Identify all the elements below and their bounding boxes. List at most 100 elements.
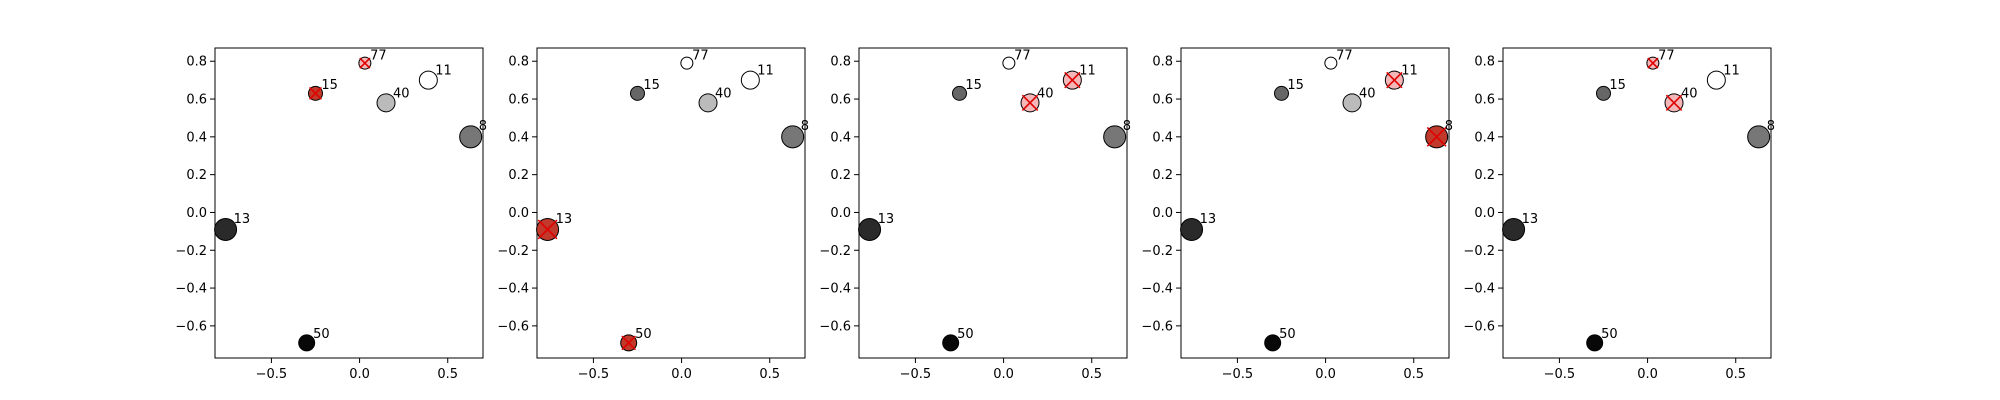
x-tick-label: −0.5 <box>900 367 932 382</box>
x-tick-label: 0.0 <box>1315 367 1336 382</box>
point-label-8: 8 <box>479 119 487 134</box>
point-label-77: 77 <box>370 49 387 64</box>
y-tick-label: 0.6 <box>1152 93 1173 108</box>
y-tick-label: 0.4 <box>830 130 851 145</box>
data-point-8 <box>781 125 805 149</box>
axes-frame <box>1502 47 1772 359</box>
y-tick-label: 0.8 <box>1474 55 1495 70</box>
y-tick-label: 0.4 <box>508 130 529 145</box>
scatter-panel-5: −0.5 0.0 0.5 −0.6 −0.4 −0.2 0.0 0.2 0.4 0.6 0.8 77 1… <box>1463 47 1775 382</box>
point-label-50: 50 <box>635 327 652 342</box>
x-tick-label: −0.5 <box>256 367 288 382</box>
data-point-50 <box>1586 334 1604 352</box>
point-label-50: 50 <box>313 327 330 342</box>
y-tick-label: 0.2 <box>1474 168 1495 183</box>
selection-cross-marker <box>1386 71 1403 89</box>
selection-cross-marker <box>359 57 371 69</box>
x-tick-label: −0.5 <box>1544 367 1576 382</box>
y-tick-label: −0.2 <box>175 244 207 259</box>
point-label-77: 77 <box>1336 49 1353 64</box>
data-point-77 <box>1002 56 1016 70</box>
y-tick-label: 0.8 <box>1152 55 1173 70</box>
data-point-8 <box>459 125 483 149</box>
x-tick-label: 0.5 <box>437 367 458 382</box>
data-point-40 <box>1342 93 1362 113</box>
y-tick-label: 0.8 <box>186 55 207 70</box>
selection-cross-marker <box>1665 94 1683 112</box>
y-tick-label: −0.6 <box>1463 319 1495 334</box>
y-tick-label: 0.6 <box>186 93 207 108</box>
selection-cross-marker <box>1021 94 1039 112</box>
point-label-13: 13 <box>556 212 573 227</box>
selection-cross-marker <box>1647 57 1659 69</box>
scatter-panel-4: −0.5 0.0 0.5 −0.6 −0.4 −0.2 0.0 0.2 0.4 0.6 0.8 77 1… <box>1141 47 1453 382</box>
y-tick-label: −0.6 <box>497 319 529 334</box>
point-label-77: 77 <box>692 49 709 64</box>
y-tick-label: −0.4 <box>1141 282 1173 297</box>
data-point-77 <box>1324 56 1338 70</box>
point-label-11: 11 <box>1401 64 1418 79</box>
y-tick-label: −0.2 <box>497 244 529 259</box>
data-point-8 <box>1747 125 1771 149</box>
point-label-13: 13 <box>878 212 895 227</box>
x-tick-label: 0.0 <box>671 367 692 382</box>
x-tick-label: −0.5 <box>1222 367 1254 382</box>
point-label-40: 40 <box>1037 86 1054 101</box>
y-tick-label: −0.4 <box>175 282 207 297</box>
data-point-15 <box>952 85 967 101</box>
y-tick-label: −0.2 <box>1463 244 1495 259</box>
point-label-50: 50 <box>957 327 974 342</box>
point-label-11: 11 <box>1079 64 1096 79</box>
data-point-13 <box>858 217 882 241</box>
x-tick-label: 0.0 <box>1637 367 1658 382</box>
x-tick-label: 0.5 <box>1081 367 1102 382</box>
data-point-77 <box>680 56 694 70</box>
point-label-15: 15 <box>1287 78 1304 93</box>
x-tick-label: 0.5 <box>1403 367 1424 382</box>
y-tick-label: 0.8 <box>830 55 851 70</box>
point-label-40: 40 <box>1681 86 1698 101</box>
point-label-50: 50 <box>1279 327 1296 342</box>
data-point-11 <box>418 70 438 90</box>
scatter-panel-1: −0.5 0.0 0.5 −0.6 −0.4 −0.2 0.0 0.2 0.4 0.6 0.8 77 1… <box>175 47 487 382</box>
y-tick-label: −0.4 <box>819 282 851 297</box>
x-tick-label: 0.0 <box>993 367 1014 382</box>
point-label-50: 50 <box>1601 327 1618 342</box>
data-point-15 <box>1274 85 1289 101</box>
y-tick-label: 0.6 <box>508 93 529 108</box>
y-tick-label: 0.4 <box>186 130 207 145</box>
y-tick-label: −0.6 <box>819 319 851 334</box>
y-tick-label: 0.2 <box>830 168 851 183</box>
y-tick-label: −0.6 <box>1141 319 1173 334</box>
point-label-8: 8 <box>1445 119 1453 134</box>
data-point-50 <box>298 334 316 352</box>
selection-cross-marker <box>308 86 323 100</box>
x-tick-label: −0.5 <box>578 367 610 382</box>
y-tick-label: 0.4 <box>1152 130 1173 145</box>
point-label-15: 15 <box>1609 78 1626 93</box>
data-point-50 <box>942 334 960 352</box>
y-tick-label: 0.0 <box>1474 206 1495 221</box>
data-point-40 <box>698 93 718 113</box>
y-tick-label: 0.6 <box>830 93 851 108</box>
point-label-13: 13 <box>1522 212 1539 227</box>
data-point-13 <box>214 217 238 241</box>
y-tick-label: 0.2 <box>1152 168 1173 183</box>
x-tick-label: 0.5 <box>759 367 780 382</box>
point-label-11: 11 <box>757 64 774 79</box>
data-point-40 <box>376 93 396 113</box>
data-point-13 <box>1180 217 1204 241</box>
point-label-15: 15 <box>643 78 660 93</box>
point-label-8: 8 <box>801 119 809 134</box>
point-label-77: 77 <box>1658 49 1675 64</box>
data-point-13 <box>1502 217 1526 241</box>
selection-cross-marker <box>621 335 637 351</box>
y-tick-label: 0.0 <box>1152 206 1173 221</box>
point-label-8: 8 <box>1123 119 1131 134</box>
y-tick-label: 0.0 <box>508 206 529 221</box>
data-point-50 <box>1264 334 1282 352</box>
y-tick-label: 0.0 <box>830 206 851 221</box>
axes-frame <box>536 47 806 359</box>
scatter-panel-2: −0.5 0.0 0.5 −0.6 −0.4 −0.2 0.0 0.2 0.4 0.6 0.8 77 1… <box>497 47 809 382</box>
